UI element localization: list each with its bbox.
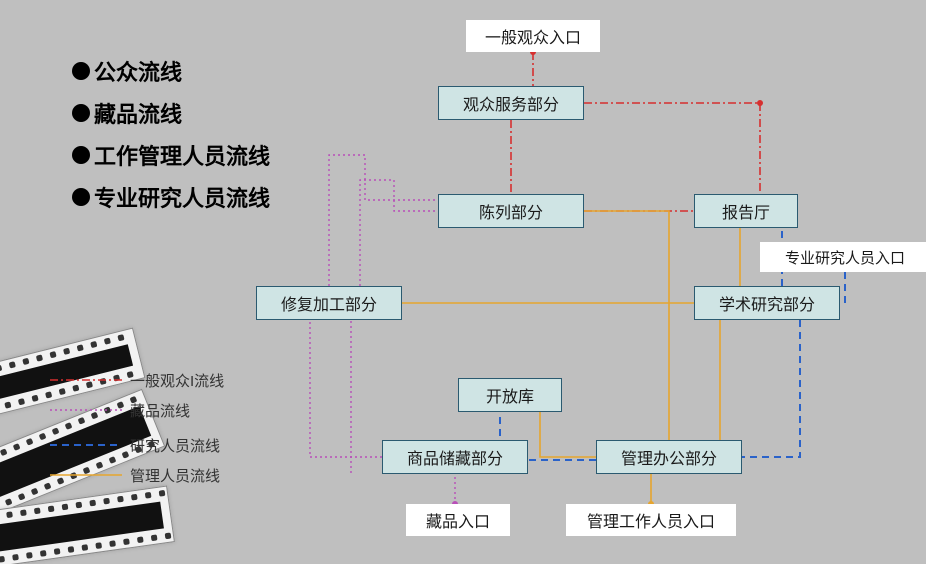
legend-label-collection: 藏品流线 [130,400,190,421]
node-label: 藏品入口 [426,508,490,532]
node-in_staff: 管理工作人员入口 [566,504,736,536]
legend-label-researcher: 研究人员流线 [130,435,220,456]
node-label: 管理工作人员入口 [587,508,715,532]
bullet-label: 公众流线 [94,55,182,87]
node-label: 学术研究部分 [719,291,815,315]
bullet-label: 专业研究人员流线 [94,181,270,213]
node-in_researcher: 专业研究人员入口 [760,242,926,272]
node-label: 陈列部分 [479,199,543,223]
node-storage: 商品储藏部分 [382,440,528,474]
node-in_audience: 一般观众入口 [466,20,600,52]
node-svc: 观众服务部分 [438,86,584,120]
node-openstore: 开放库 [458,378,562,412]
node-display: 陈列部分 [438,194,584,228]
node-label: 一般观众入口 [485,24,581,48]
node-label: 商品储藏部分 [407,445,503,469]
bullet-dot-icon [72,62,90,80]
bullet-label: 工作管理人员流线 [94,139,270,171]
bullet-dot-icon [72,188,90,206]
bullet-item: 藏品流线 [72,92,270,134]
node-in_collection: 藏品入口 [406,504,510,536]
node-label: 报告厅 [722,199,770,223]
bullet-dot-icon [72,146,90,164]
node-label: 管理办公部分 [621,445,717,469]
bullet-label: 藏品流线 [94,97,182,129]
bullet-list: 公众流线藏品流线工作管理人员流线专业研究人员流线 [72,50,270,218]
node-label: 观众服务部分 [463,91,559,115]
node-lecture: 报告厅 [694,194,798,228]
node-label: 专业研究人员入口 [785,247,905,268]
bullet-dot-icon [72,104,90,122]
node-repair: 修复加工部分 [256,286,402,320]
bullet-item: 工作管理人员流线 [72,134,270,176]
node-label: 修复加工部分 [281,291,377,315]
bullet-item: 公众流线 [72,50,270,92]
node-label: 开放库 [486,383,534,407]
legend-label-staff: 管理人员流线 [130,465,220,486]
node-office: 管理办公部分 [596,440,742,474]
legend-label-audience: 一般观众I流线 [130,370,224,391]
bullet-item: 专业研究人员流线 [72,176,270,218]
node-research: 学术研究部分 [694,286,840,320]
